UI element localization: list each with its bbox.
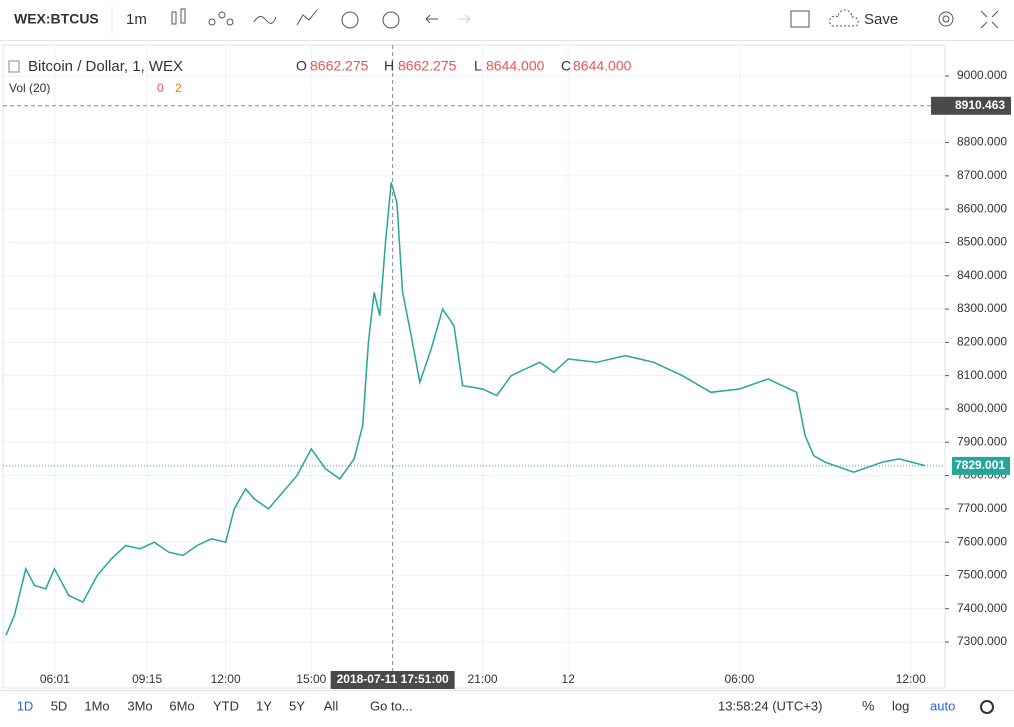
range-button[interactable]: 1Y <box>256 698 272 713</box>
high-label: H <box>384 58 394 74</box>
plot-area <box>2 44 946 689</box>
y-tick-label: 8500.000 <box>957 235 1007 249</box>
y-tick-label: 7300.000 <box>957 634 1007 648</box>
log-toggle[interactable]: log <box>892 698 909 713</box>
high-value: 8662.275 <box>398 58 457 74</box>
tool-icons[interactable] <box>171 8 999 29</box>
range-button[interactable]: YTD <box>213 698 239 713</box>
y-tick-label: 8800.000 <box>957 135 1007 149</box>
volume-value: 2 <box>175 81 182 95</box>
y-tick-label: 7900.000 <box>957 434 1007 448</box>
range-button[interactable]: 3Mo <box>127 698 152 713</box>
volume-value: 0 <box>157 81 164 95</box>
y-tick-label: 8000.000 <box>957 401 1007 415</box>
y-tick-label: 8100.000 <box>957 368 1007 382</box>
toolbar <box>0 0 1014 40</box>
settings-icon[interactable] <box>980 700 994 714</box>
x-tick-label: 15:00 <box>296 672 326 686</box>
low-label: L <box>474 58 482 74</box>
save-button[interactable]: Save <box>864 11 898 28</box>
open-label: O <box>296 58 307 74</box>
y-tick-label: 8300.000 <box>957 301 1007 315</box>
y-tick-label: 8700.000 <box>957 168 1007 182</box>
range-button[interactable]: 6Mo <box>169 698 194 713</box>
percent-toggle[interactable]: % <box>862 698 874 714</box>
x-tick-label: 12 <box>562 672 576 686</box>
range-button[interactable]: 5D <box>51 698 68 713</box>
x-tick-label: 12:00 <box>896 672 926 686</box>
x-tick-label: 21:00 <box>468 672 498 686</box>
crosshair-time-tag <box>330 671 455 689</box>
crosshair-price-tag <box>931 96 1011 115</box>
y-tick-label: 8400.000 <box>957 268 1007 282</box>
close-value: 8644.000 <box>573 58 632 74</box>
interval[interactable]: 1m <box>126 11 147 28</box>
open-value: 8662.275 <box>310 58 369 74</box>
y-tick-label: 7400.000 <box>957 601 1007 615</box>
legend-title: Bitcoin / Dollar, 1, WEX <box>28 58 183 75</box>
close-label: C <box>561 58 571 74</box>
range-button[interactable]: 5Y <box>289 698 305 713</box>
x-tick-label: 09:15 <box>132 672 162 686</box>
crosshair-time-label: 2018-07-11 17:51:00 <box>337 672 449 686</box>
clock: 13:58:24 (UTC+3) <box>718 698 822 713</box>
bottom-bar <box>0 690 1014 727</box>
range-button[interactable]: All <box>324 698 339 713</box>
range-button[interactable]: 1D <box>17 698 34 713</box>
last-price-tag <box>952 456 1010 475</box>
y-tick-label: 7700.000 <box>957 501 1007 515</box>
y-tick-label: 8600.000 <box>957 201 1007 215</box>
y-tick-label: 7500.000 <box>957 568 1007 582</box>
x-tick-label: 12:00 <box>211 672 241 686</box>
collapse-icon[interactable] <box>8 60 20 73</box>
x-tick-label: 06:01 <box>40 672 70 686</box>
last-price-label: 7829.001 <box>955 458 1005 472</box>
range-button[interactable]: 1Mo <box>84 698 109 713</box>
goto-button[interactable]: Go to... <box>370 698 413 713</box>
y-tick-label: 7600.000 <box>957 534 1007 548</box>
volume-label: Vol (20) <box>9 81 50 95</box>
auto-toggle[interactable]: auto <box>930 698 955 713</box>
price-line <box>5 182 926 636</box>
symbol[interactable]: WEX:BTCUS <box>14 11 99 27</box>
low-value: 8644.000 <box>486 58 545 74</box>
crosshair-price-label: 8910.463 <box>955 98 1005 112</box>
y-tick-label: 9000.000 <box>957 68 1007 82</box>
x-tick-label: 06:00 <box>724 672 754 686</box>
y-tick-label: 8200.000 <box>957 335 1007 349</box>
